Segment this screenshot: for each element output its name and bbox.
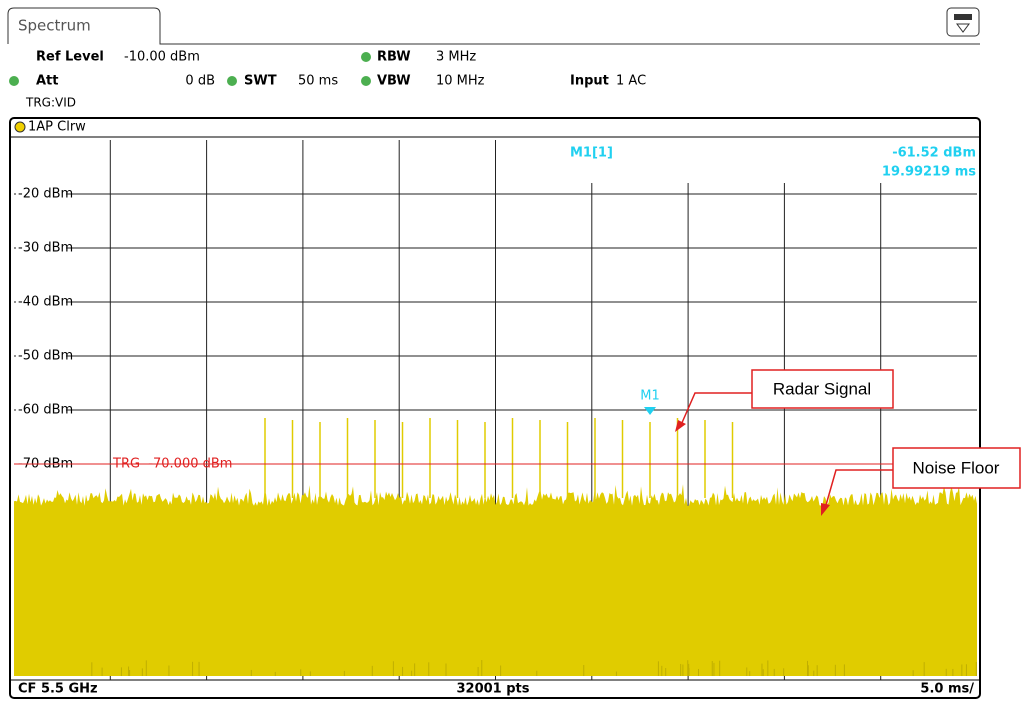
trigger-label: TRG -70.000 dBm — [112, 457, 232, 472]
annotation-box — [892, 447, 1021, 489]
status-dot — [227, 76, 237, 86]
label-bg — [16, 186, 66, 202]
annotation-text: Noise Floor — [913, 458, 1000, 477]
setting-value: 1 AC — [616, 74, 646, 89]
menu-icon — [954, 14, 972, 20]
marker-name: M1 — [640, 389, 660, 404]
label-bg — [16, 240, 66, 256]
annotation-box — [751, 369, 894, 409]
label-bg — [16, 402, 66, 418]
noise-floor — [14, 484, 977, 676]
trace-indicator — [14, 121, 26, 133]
setting-label: Att — [36, 74, 59, 89]
footer-time-div: 5.0 ms/ — [920, 682, 974, 697]
setting-value: 3 MHz — [436, 50, 476, 65]
label-bg — [16, 348, 66, 364]
trace — [14, 418, 977, 676]
y-axis-label: -20 dBm — [18, 187, 73, 202]
y-axis-label: -50 dBm — [18, 349, 73, 364]
setting-label: Ref Level — [36, 50, 104, 65]
status-dot — [361, 76, 371, 86]
setting-value: 50 ms — [298, 74, 338, 89]
marker-time: 19.99219 ms — [882, 165, 976, 180]
menu-icon-arrow — [956, 23, 970, 33]
y-axis-label: -60 dBm — [18, 403, 73, 418]
marker-readout: M1[1] — [570, 146, 613, 161]
setting-label: Input — [570, 74, 609, 89]
annotation-text: Radar Signal — [773, 379, 871, 398]
annotation-arrow — [825, 469, 893, 506]
footer-center-freq: CF 5.5 GHz — [18, 682, 98, 697]
status-dot — [9, 76, 19, 86]
annotation-arrowhead — [821, 503, 830, 516]
setting-value: 0 dB — [185, 74, 215, 89]
status-dot — [361, 52, 371, 62]
label-bg — [16, 294, 66, 310]
marker-symbol — [644, 407, 656, 415]
trace-label: 1AP Clrw — [28, 120, 86, 135]
marker-level: -61.52 dBm — [892, 146, 976, 161]
trigger-setting: TRG:VID — [25, 96, 76, 110]
setting-label: SWT — [244, 74, 277, 89]
setting-value: 10 MHz — [436, 74, 485, 89]
tab-title[interactable]: Spectrum — [18, 17, 91, 35]
setting-value: -10.00 dBm — [124, 50, 200, 65]
footer-points: 32001 pts — [456, 682, 529, 697]
setting-label: VBW — [377, 74, 411, 89]
tab-outline — [7, 7, 980, 45]
annotation-arrow — [680, 392, 752, 426]
y-axis-label: -40 dBm — [18, 295, 73, 310]
annotation-arrowhead — [675, 420, 686, 432]
y-axis-label: -30 dBm — [18, 241, 73, 256]
setting-label: RBW — [377, 50, 411, 65]
